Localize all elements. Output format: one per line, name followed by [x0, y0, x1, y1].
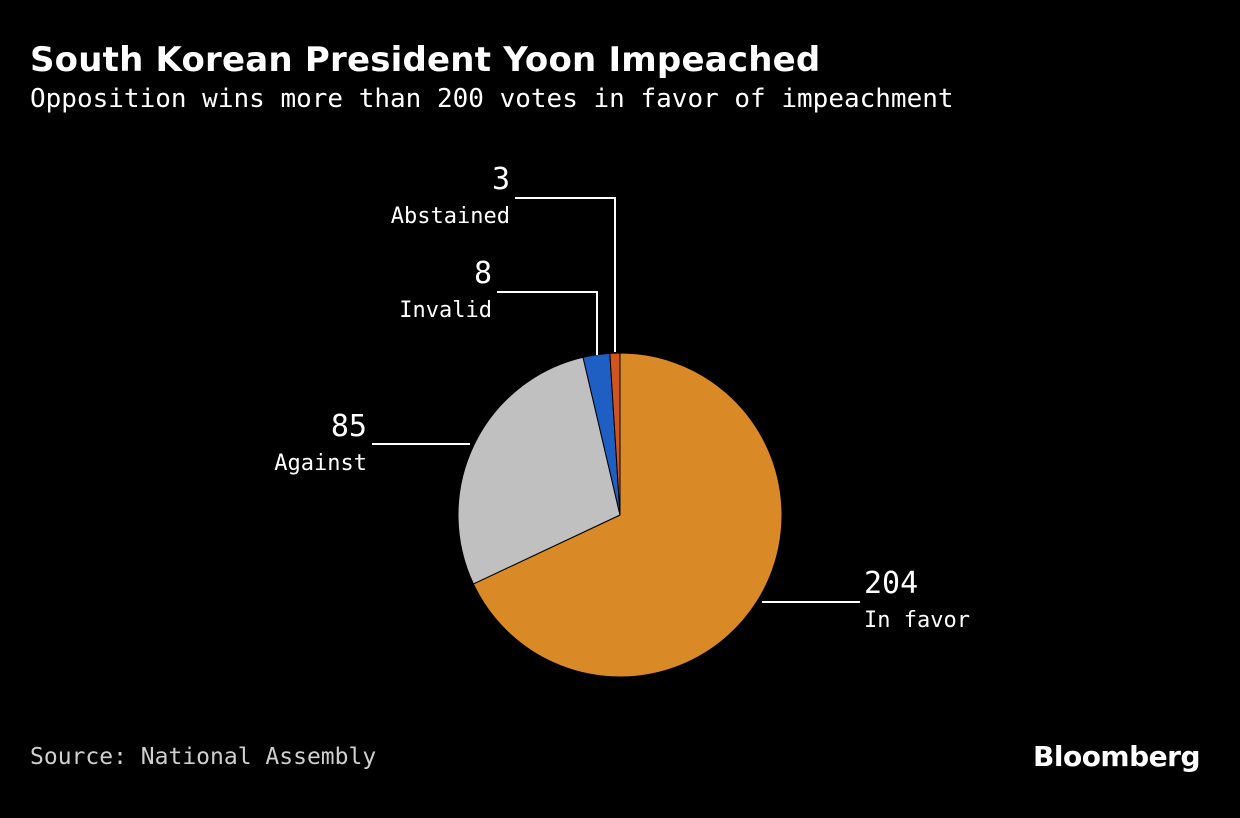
pie-slice-against [457, 356, 621, 585]
value-label-against: 85 [331, 409, 367, 444]
value-label-in-favor: 204 [864, 566, 918, 601]
chart-subtitle: Opposition wins more than 200 votes in f… [30, 84, 954, 114]
bloomberg-logo: Bloomberg [1033, 740, 1200, 773]
pie-slice-abstained [609, 352, 621, 516]
leader-line-invalid [497, 291, 598, 355]
leader-line-abstained [515, 197, 616, 352]
chart-title: South Korean President Yoon Impeached [30, 40, 821, 80]
pie-slice-in-favor [472, 352, 783, 678]
slice-label-in-favor: In favor [864, 608, 970, 633]
slice-label-invalid: Invalid [399, 298, 492, 323]
slice-label-abstained: Abstained [391, 204, 510, 229]
source-note: Source: National Assembly [30, 744, 377, 770]
value-label-invalid: 8 [474, 256, 492, 291]
pie-slices [457, 352, 783, 678]
slice-label-against: Against [274, 451, 367, 476]
value-label-abstained: 3 [492, 162, 510, 197]
